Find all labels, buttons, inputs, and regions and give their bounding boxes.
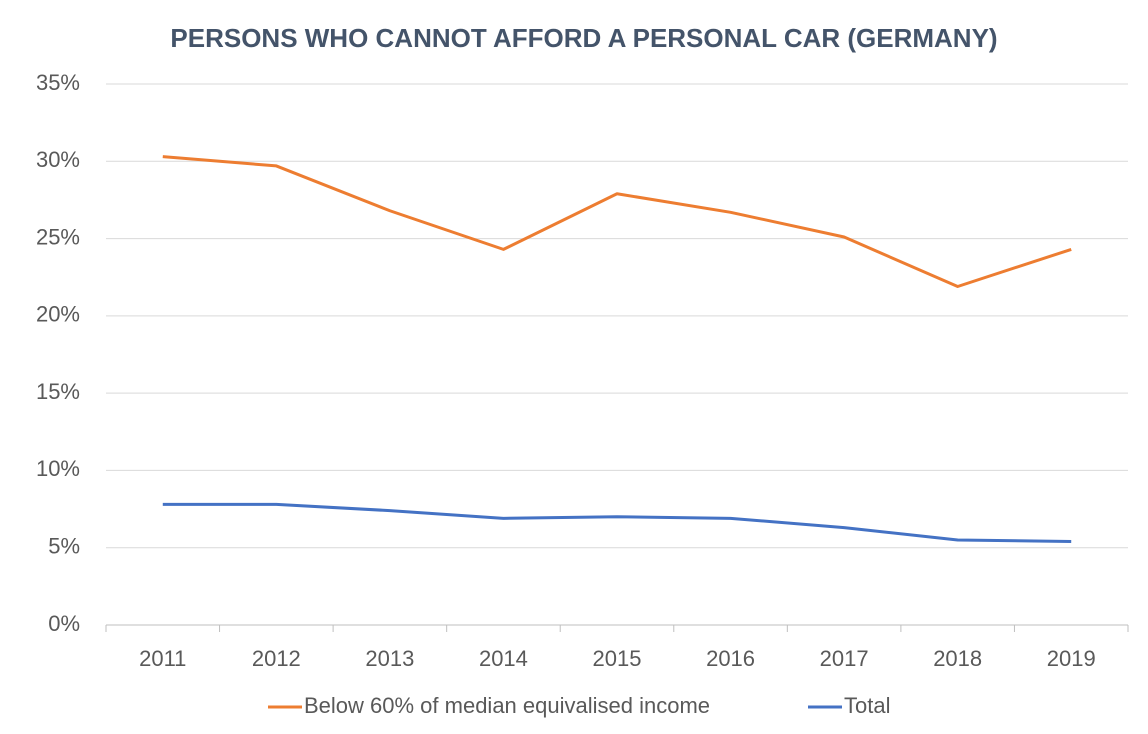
x-tick-label: 2013 [365, 646, 414, 671]
x-tick-label: 2015 [593, 646, 642, 671]
x-tick-label: 2012 [252, 646, 301, 671]
y-tick-label: 35% [36, 70, 80, 95]
x-tick-label: 2018 [933, 646, 982, 671]
y-tick-label: 20% [36, 302, 80, 327]
x-tick-label: 2017 [820, 646, 869, 671]
y-tick-label: 0% [48, 611, 80, 636]
x-tick-label: 2019 [1047, 646, 1096, 671]
legend-label: Below 60% of median equivalised income [304, 693, 710, 718]
x-tick-label: 2014 [479, 646, 528, 671]
y-tick-label: 25% [36, 224, 80, 249]
data-line [162, 155, 1072, 288]
legend-label: Total [844, 693, 890, 718]
x-tick-label: 2011 [139, 646, 186, 671]
y-tick-label: 10% [36, 456, 80, 481]
x-tick-label: 2016 [706, 646, 755, 671]
y-tick-label: 30% [36, 147, 80, 172]
data-line [162, 502, 1072, 544]
y-tick-label: 15% [36, 379, 80, 404]
chart-title: PERSONS WHO CANNOT AFFORD A PERSONAL CAR… [170, 23, 997, 53]
y-tick-label: 5% [48, 534, 80, 559]
